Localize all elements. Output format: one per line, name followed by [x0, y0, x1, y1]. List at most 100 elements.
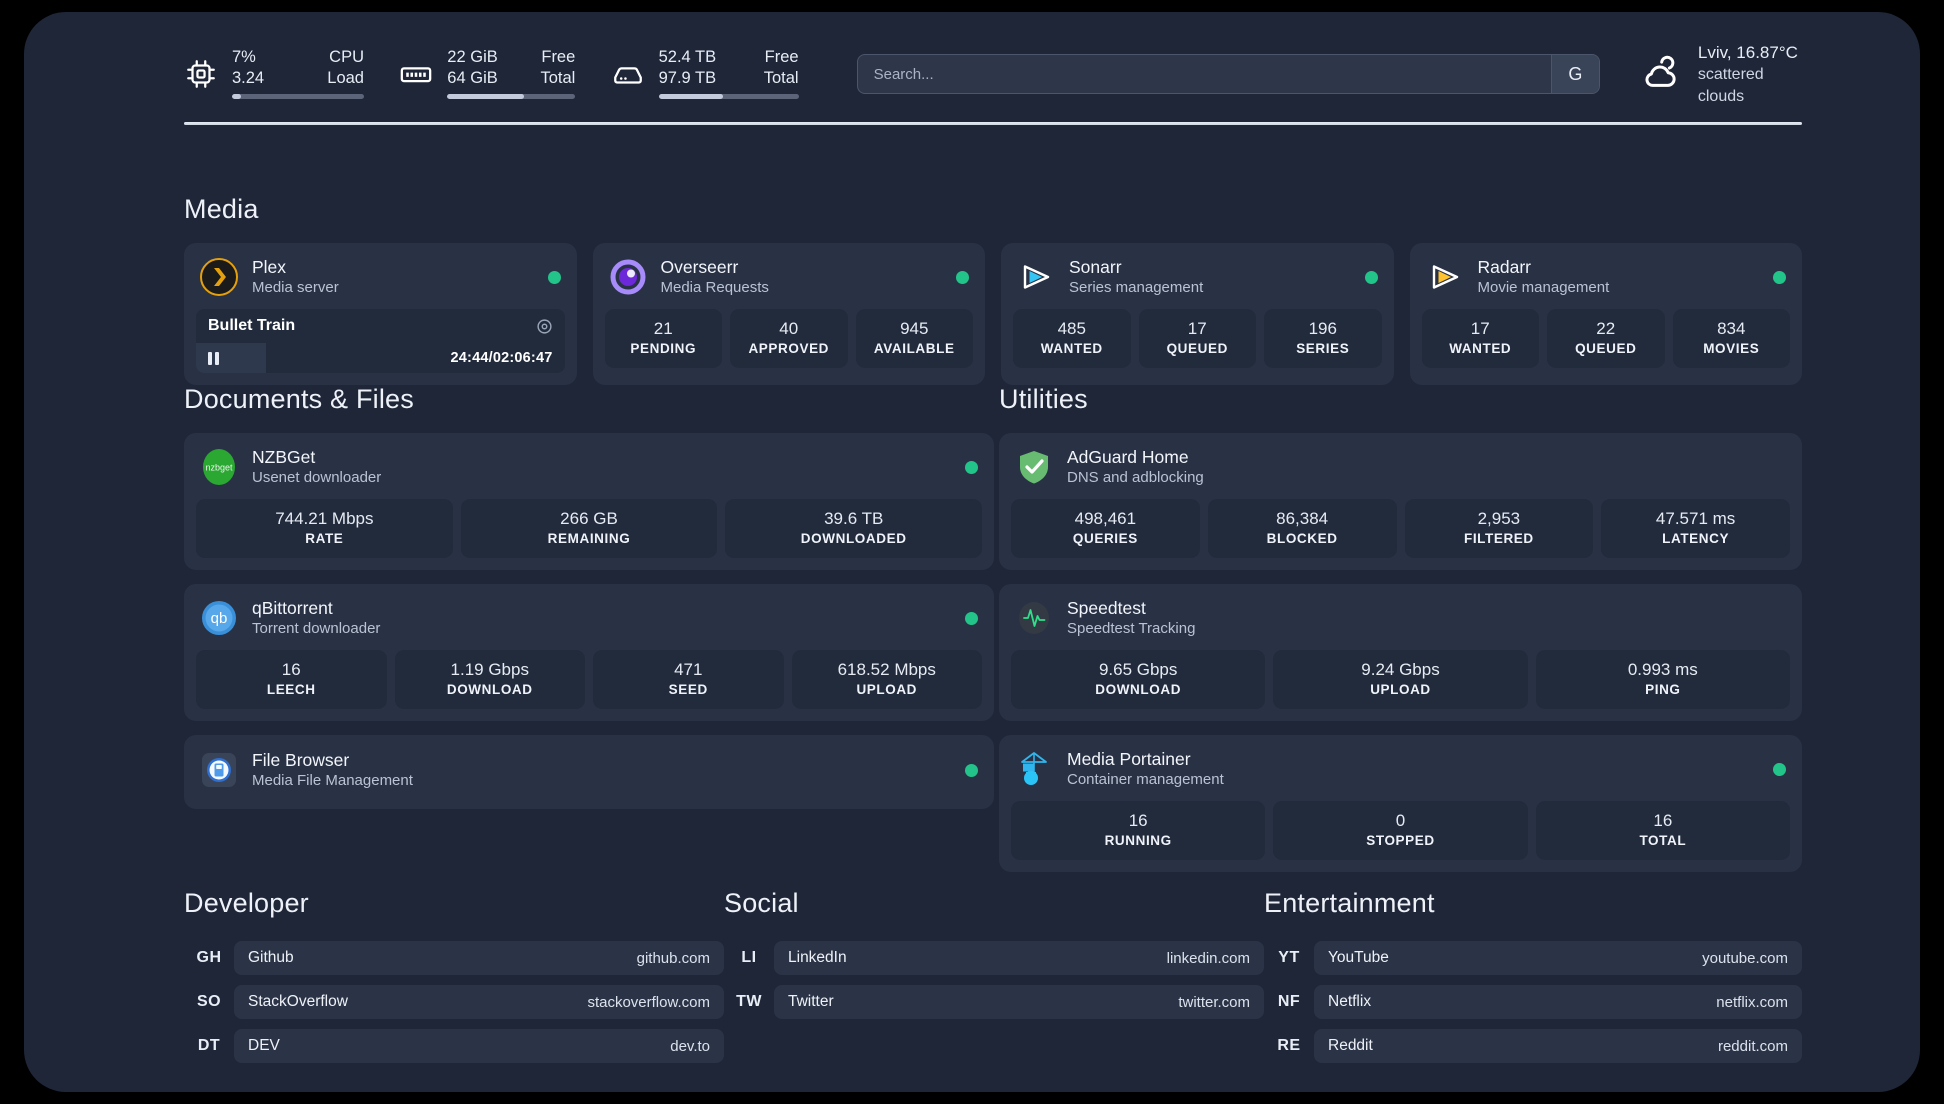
service-card-media-portainer[interactable]: Media Portainer Container management 16 …: [999, 735, 1802, 872]
search-input[interactable]: [857, 55, 1551, 93]
cpu-usage-fill: [232, 94, 242, 99]
utilities-section-title: Utilities: [999, 384, 1088, 414]
service-subtitle: Speedtest Tracking: [1067, 620, 1196, 637]
service-subtitle: Usenet downloader: [252, 469, 382, 486]
now-playing-title: Bullet Train: [208, 317, 296, 334]
utilities-section: Utilities AdGuard Home DNS and adblockin…: [999, 384, 1802, 872]
stat-value: 834: [1717, 319, 1746, 338]
stat-tile: 9.24 Gbps UPLOAD: [1273, 650, 1528, 709]
service-name: NZBGet: [252, 447, 316, 467]
stat-value: 0: [1395, 811, 1406, 830]
stat-value: 9.24 Gbps: [1361, 660, 1440, 679]
storage-usage-fill: [658, 94, 723, 99]
playback-separator: /: [488, 350, 493, 366]
bookmark-item[interactable]: DT DEV dev.to: [184, 1029, 724, 1063]
bookmark-abbr: YT: [1278, 949, 1300, 966]
playback-progress-bar[interactable]: [196, 343, 266, 373]
sonarr-icon: [1017, 258, 1055, 296]
search-bar[interactable]: G: [856, 54, 1600, 94]
service-card-file-browser[interactable]: File Browser Media File Management: [184, 735, 994, 809]
stat-label: QUERIES: [1072, 531, 1138, 546]
cpu-label-bottom: Load: [327, 69, 364, 87]
service-card-speedtest[interactable]: Speedtest Speedtest Tracking 9.65 Gbps D…: [999, 584, 1802, 721]
cpu-percent: 7%: [232, 48, 256, 66]
bookmark-url: github.com: [636, 949, 710, 967]
bookmark-item[interactable]: TW Twitter twitter.com: [724, 985, 1264, 1019]
storage-free: 52.4 TB: [658, 48, 717, 66]
stat-tile: 22 QUEUED: [1547, 309, 1665, 368]
stat-value: 17: [1470, 319, 1490, 338]
storage-usage-bar: [658, 94, 799, 99]
stat-value: 16: [1128, 811, 1148, 830]
service-card-adguard-home[interactable]: AdGuard Home DNS and adblocking 498,461 …: [999, 433, 1802, 570]
cpu-widget[interactable]: 7% 3.24 CPU Load: [184, 47, 364, 101]
stat-label: MOVIES: [1703, 341, 1760, 356]
pause-icon[interactable]: [208, 351, 219, 365]
stat-label: STOPPED: [1366, 833, 1435, 848]
weather-widget[interactable]: Lviv, 16.87°C scattered clouds: [1640, 41, 1802, 108]
search-engine-button[interactable]: G: [1550, 55, 1599, 93]
stat-label: SERIES: [1296, 341, 1350, 356]
service-subtitle: Media server: [252, 279, 339, 296]
bookmark-item[interactable]: SO StackOverflow stackoverflow.com: [184, 985, 724, 1019]
portainer-icon: [1015, 750, 1053, 788]
bookmark-name: StackOverflow: [248, 993, 348, 1010]
stat-tile: 945 AVAILABLE: [855, 309, 973, 368]
service-card-qbittorrent[interactable]: qb qBittorrent Torrent downloader 16 LEE…: [184, 584, 994, 721]
bookmark-group-developer: Developer GH Github github.com SO StackO…: [184, 888, 724, 1073]
service-card-plex[interactable]: Plex Media server Bullet Train: [184, 243, 577, 385]
stat-tile: 47.571 ms LATENCY: [1601, 499, 1790, 558]
stat-value: 266 GB: [560, 509, 618, 528]
stat-tile: 471 SEED: [593, 650, 784, 709]
stat-value: 47.571 ms: [1655, 509, 1736, 528]
stat-label: BLOCKED: [1266, 531, 1338, 546]
nzbget-icon: nzbget: [200, 448, 238, 486]
memory-label-top: Free: [541, 48, 576, 66]
bookmark-item[interactable]: LI LinkedIn linkedin.com: [724, 941, 1264, 975]
service-subtitle: Container management: [1067, 771, 1224, 788]
cpu-label-top: CPU: [329, 48, 364, 66]
bookmark-item[interactable]: GH Github github.com: [184, 941, 724, 975]
service-name: Radarr: [1477, 257, 1532, 277]
stat-label: UPLOAD: [856, 682, 918, 697]
documents-section-title: Documents & Files: [184, 384, 414, 414]
memory-widget[interactable]: 22 GiB 64 GiB Free Total: [399, 47, 576, 101]
stat-value: 196: [1308, 319, 1337, 338]
dashboard-page: 7% 3.24 CPU Load: [24, 12, 1920, 1092]
service-card-radarr[interactable]: Radarr Movie management 17 WANTED 22 QUE…: [1409, 243, 1802, 385]
bookmark-item[interactable]: NF Netflix netflix.com: [1264, 985, 1802, 1019]
stat-tile: 16 LEECH: [196, 650, 387, 709]
storage-readout: 52.4 TB 97.9 TB Free Total: [658, 47, 799, 101]
bookmark-name: LinkedIn: [788, 949, 847, 966]
bookmark-group-title: Entertainment: [1264, 888, 1435, 918]
bookmark-abbr: SO: [196, 993, 222, 1010]
documents-section: Documents & Files nzbget NZBGet Usenet d…: [184, 384, 994, 809]
playback-duration: 02:06:47: [492, 350, 553, 366]
gear-icon[interactable]: [536, 318, 553, 335]
service-card-sonarr[interactable]: Sonarr Series management 485 WANTED 17 Q…: [1001, 243, 1394, 385]
bookmark-name: DEV: [248, 1037, 280, 1054]
stat-tile: 498,461 QUERIES: [1011, 499, 1200, 558]
memory-usage-fill: [447, 94, 525, 99]
service-name: Sonarr: [1069, 257, 1122, 277]
stat-label: APPROVED: [748, 341, 830, 356]
service-name: AdGuard Home: [1067, 447, 1189, 467]
storage-widget[interactable]: 52.4 TB 97.9 TB Free Total: [611, 47, 799, 101]
bookmark-abbr: RE: [1277, 1037, 1301, 1054]
stat-tile: 86,384 BLOCKED: [1207, 499, 1397, 558]
stat-label: RUNNING: [1104, 833, 1172, 848]
stat-value: 39.6 TB: [824, 509, 884, 528]
storage-label-top: Free: [764, 48, 799, 66]
stat-label: PING: [1645, 682, 1681, 697]
media-section-title: Media: [184, 194, 259, 224]
service-card-overseerr[interactable]: Overseerr Media Requests 21 PENDING 40 A…: [592, 243, 985, 385]
stat-value: 0.993 ms: [1627, 660, 1698, 679]
bookmark-group-title: Social: [724, 888, 799, 918]
stat-label: AVAILABLE: [873, 341, 955, 356]
stat-label: DOWNLOADED: [800, 531, 907, 546]
memory-label-bottom: Total: [540, 69, 576, 87]
bookmark-name: Reddit: [1328, 1037, 1373, 1054]
service-card-nzbget[interactable]: nzbget NZBGet Usenet downloader 744.21 M…: [184, 433, 994, 570]
bookmark-item[interactable]: RE Reddit reddit.com: [1264, 1029, 1802, 1063]
bookmark-item[interactable]: YT YouTube youtube.com: [1264, 941, 1802, 975]
